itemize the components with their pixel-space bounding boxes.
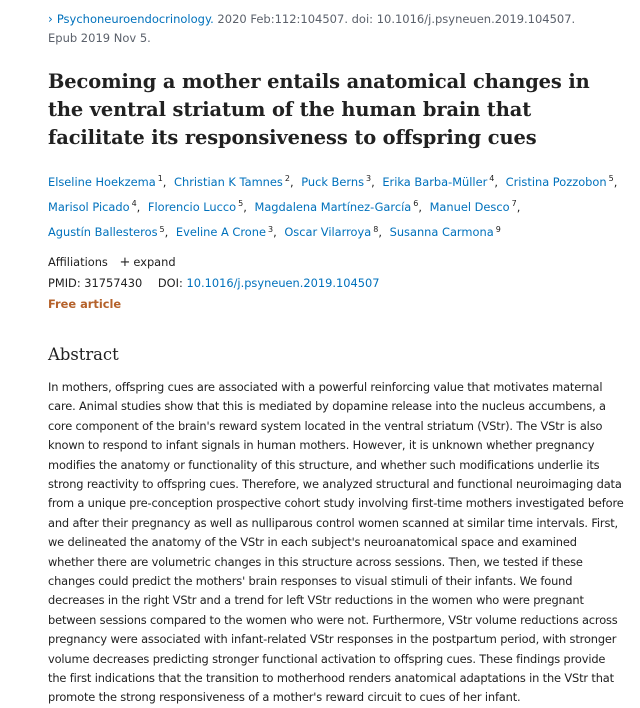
author-separator: , <box>289 174 294 189</box>
pmid-value: 31757430 <box>84 275 143 290</box>
author-link[interactable]: Elseline Hoekzema 1 <box>48 174 163 189</box>
affiliation-number[interactable]: 9 <box>495 224 501 234</box>
article-meta: Affiliations + expand PMID: 31757430 DOI:… <box>48 252 626 314</box>
author-link[interactable]: Florencio Lucco 5 <box>147 199 244 215</box>
author-name: Susanna Carmona <box>389 225 494 240</box>
author-link[interactable]: Marisol Picado 4 <box>48 199 137 215</box>
author-name: Cristina Pozzobon <box>505 174 607 189</box>
affiliation-number[interactable]: 7 <box>511 199 517 209</box>
author-name: Manuel Desco <box>429 200 510 215</box>
author-name: Agustín Ballesteros <box>48 225 158 240</box>
affiliation-number[interactable]: 3 <box>268 224 274 234</box>
author-separator: , <box>136 200 141 215</box>
author-separator: , <box>371 174 375 189</box>
author-name: Elseline Hoekzema <box>48 174 156 189</box>
author-separator: , <box>516 200 521 215</box>
author-link[interactable]: Oscar Vilarroya 8 <box>284 224 379 240</box>
author-name: Magdalena Martínez-García <box>254 200 412 215</box>
author-list: Elseline Hoekzema 1, Christian K Tamnes 2,… <box>48 168 626 244</box>
plus-icon: + <box>119 254 131 270</box>
author-separator: , <box>613 174 618 189</box>
article-page: › Psychoneuroendocrinology. 2020 Feb:112:… <box>48 10 626 704</box>
author-name: Eveline A Crone <box>175 225 266 240</box>
author-link[interactable]: Eveline A Crone 3 <box>175 224 274 240</box>
abstract-text: In mothers, offspring cues are associate… <box>48 379 624 705</box>
author-name: Oscar Vilarroya <box>284 225 372 240</box>
author-name: Puck Berns <box>301 174 365 189</box>
author-link[interactable]: Christian K Tamnes 2 <box>174 174 290 189</box>
author-separator: , <box>162 174 167 189</box>
affiliation-number[interactable]: 2 <box>284 174 290 183</box>
abstract-heading: Abstract <box>48 344 119 364</box>
affiliations-expand-button[interactable]: + expand <box>119 254 176 270</box>
affiliation-number[interactable]: 5 <box>608 174 614 183</box>
author-name: Florencio Lucco <box>147 200 237 215</box>
author-link[interactable]: Magdalena Martínez-García 6 <box>254 199 419 215</box>
author-separator: , <box>494 174 498 189</box>
identifiers-row: PMID: 31757430 DOI: 10.1016/j.psyneuen.2… <box>48 273 626 294</box>
pmid-label: PMID: <box>48 275 81 290</box>
affiliation-number[interactable]: 4 <box>131 199 137 209</box>
author-separator: , <box>273 225 277 240</box>
citation: › Psychoneuroendocrinology. 2020 Feb:112:… <box>48 10 626 48</box>
author-link[interactable]: Susanna Carmona 9 <box>389 224 501 240</box>
author-name: Erika Barba-Müller <box>382 174 488 189</box>
affiliation-number[interactable]: 1 <box>157 174 163 183</box>
journal-link[interactable]: Psychoneuroendocrinology. <box>56 12 214 26</box>
affiliation-number[interactable]: 5 <box>159 224 165 234</box>
affiliation-number[interactable]: 3 <box>366 174 372 183</box>
doi-link[interactable]: 10.1016/j.psyneuen.2019.104507 <box>186 275 380 290</box>
affiliation-number[interactable]: 5 <box>238 199 244 209</box>
author-link[interactable]: Erika Barba-Müller 4 <box>382 174 495 189</box>
author-name: Christian K Tamnes <box>174 174 283 189</box>
author-separator: , <box>164 225 169 240</box>
author-link[interactable]: Manuel Desco 7 <box>429 199 517 215</box>
free-article-badge: Free article <box>48 296 122 311</box>
citation-details: 2020 Feb:112:104507. doi: 10.1016/j.psyn… <box>213 12 576 26</box>
affiliations-label: Affiliations <box>48 254 108 269</box>
affiliation-number[interactable]: 8 <box>373 224 379 234</box>
author-separator: , <box>243 200 247 215</box>
epub-date: Epub 2019 Nov 5. <box>48 31 151 45</box>
author-link[interactable]: Agustín Ballesteros 5 <box>48 224 165 240</box>
doi-label: DOI: <box>157 275 183 290</box>
expand-label: expand <box>133 254 176 269</box>
affiliations-row: Affiliations + expand <box>48 252 626 273</box>
chevron-right-icon: › <box>48 12 53 26</box>
article-title: Becoming a mother entails anatomical cha… <box>48 70 590 149</box>
author-separator: , <box>418 200 422 215</box>
affiliation-number[interactable]: 4 <box>489 174 495 183</box>
affiliation-number[interactable]: 6 <box>413 199 419 209</box>
author-separator: , <box>378 225 382 240</box>
author-link[interactable]: Puck Berns 3 <box>301 174 372 189</box>
author-link[interactable]: Cristina Pozzobon 5 <box>505 174 614 189</box>
author-name: Marisol Picado <box>48 200 130 215</box>
